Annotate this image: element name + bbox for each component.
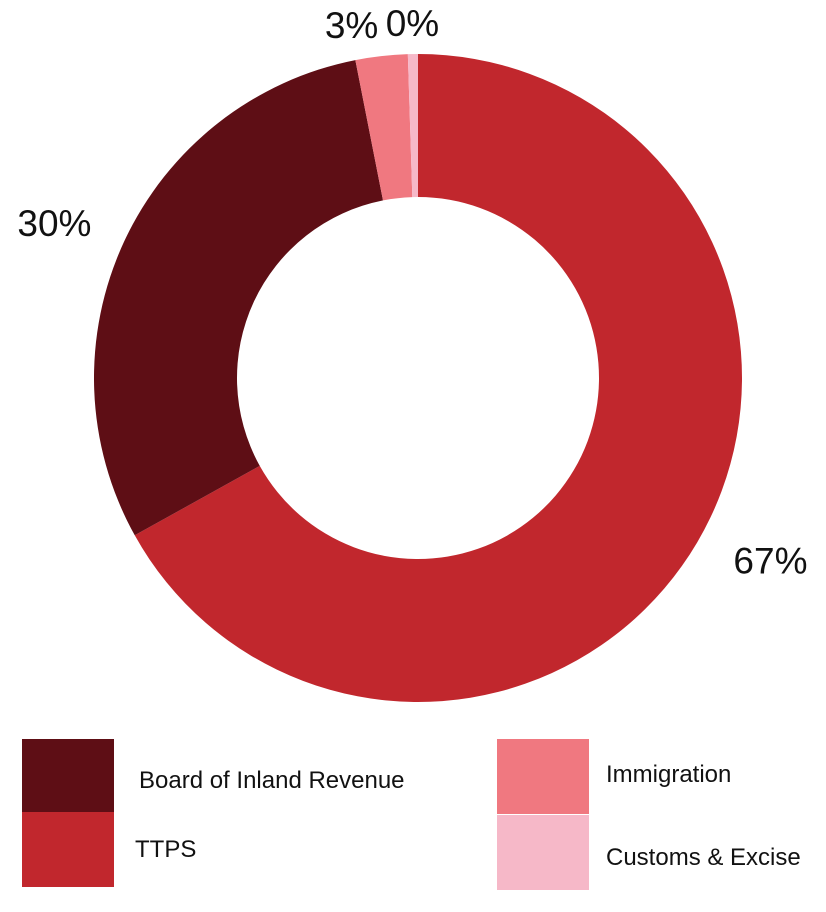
legend-swatch-board-of-inland-revenue (22, 739, 114, 814)
legend-swatch-immigration (497, 739, 589, 814)
legend-swatch-customs-excise (497, 815, 589, 890)
legend-label-immigration: Immigration (606, 761, 732, 788)
donut-slices (93, 54, 742, 702)
data-label-board-of-inland-revenue: 30% (17, 203, 91, 244)
legend-label-board-of-inland-revenue: Board of Inland Revenue (139, 767, 405, 794)
data-label-customs-excise: 0% (386, 3, 439, 44)
data-label-ttps: 67% (733, 540, 807, 581)
legend-label-ttps: TTPS (135, 836, 197, 863)
slice-board-of-inland-revenue (93, 60, 384, 536)
legend-label-customs-excise: Customs & Excise (606, 844, 801, 871)
legend-swatch-ttps (22, 812, 114, 887)
data-labels: 67% 30% 3% 0% (17, 3, 807, 582)
data-label-immigration: 3% (325, 5, 378, 46)
slice-immigration (355, 54, 413, 201)
slice-customs-excise (407, 54, 418, 198)
slice-ttps (134, 54, 742, 702)
donut-chart: 67% 30% 3% 0% (17, 3, 807, 702)
